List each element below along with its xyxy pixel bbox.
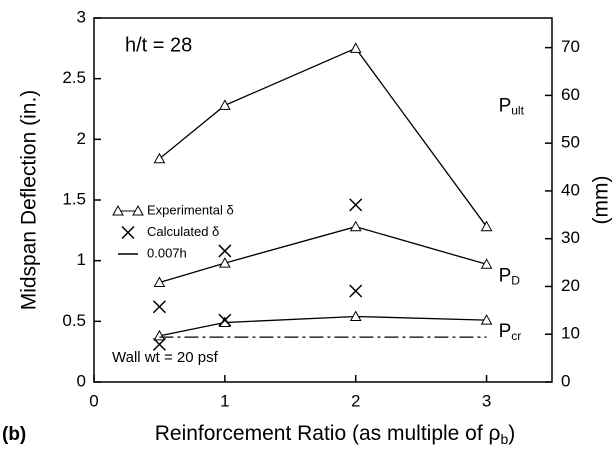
y-tick-label: 0.5 — [62, 311, 86, 330]
data-point — [480, 314, 493, 325]
legend-label: Experimental δ — [147, 202, 234, 217]
curve-label-sub: ult — [511, 104, 524, 118]
curve-label: PD — [499, 265, 521, 287]
data-point — [219, 99, 231, 110]
y2-tick-label: 30 — [561, 228, 580, 247]
data-point — [480, 258, 493, 269]
data-line — [159, 315, 487, 337]
legend-label: Calculated δ — [147, 224, 219, 239]
x-axis-label-end: ) — [508, 422, 515, 445]
x-tick-label: 3 — [482, 391, 491, 410]
data-point — [349, 310, 362, 321]
data-point — [152, 337, 166, 351]
legend-label: 0.007h — [147, 245, 187, 260]
y-tick-label: 1.5 — [62, 189, 86, 208]
data-point — [218, 244, 232, 258]
legend-marker — [121, 225, 135, 240]
y-tick-label: 2 — [77, 129, 86, 148]
note: Wall wt = 20 psf — [112, 349, 219, 366]
y-tick-label: 2.5 — [62, 68, 86, 87]
x-tick-label: 2 — [351, 391, 360, 410]
panel-label: (b) — [2, 424, 26, 445]
data-point — [153, 276, 166, 288]
curve-label: Pult — [499, 96, 525, 118]
y-tick-label: 0 — [77, 371, 86, 390]
curve-label: Pcr — [499, 321, 522, 343]
data-line — [159, 226, 487, 284]
x-tick-label: 0 — [89, 391, 98, 410]
data-point — [152, 300, 166, 314]
y2-tick-label: 60 — [561, 85, 580, 104]
y2-tick-label: 50 — [561, 133, 580, 152]
data-point — [153, 152, 166, 164]
y-axis-label: Midspan Deflection (in.) — [18, 90, 41, 311]
legend-marker — [132, 204, 144, 216]
y2-tick-label: 20 — [561, 276, 580, 295]
data-point — [349, 42, 362, 53]
chart-title: h/t = 28 — [125, 34, 192, 56]
curve-label-text: P — [499, 96, 512, 117]
curve-label-sub: D — [511, 273, 520, 287]
data-point — [349, 220, 362, 232]
curve-label-text: P — [499, 321, 512, 342]
curve-label-text: P — [499, 265, 512, 286]
x-tick-label: 1 — [220, 391, 229, 410]
y-tick-label: 3 — [77, 7, 86, 26]
data-point — [480, 220, 493, 232]
x-axis-label-text: Reinforcement Ratio (as multiple of ρ — [155, 422, 501, 445]
data-point — [349, 198, 363, 212]
data-point — [349, 284, 363, 298]
x-axis-label: Reinforcement Ratio (as multiple of ρb) — [155, 422, 516, 447]
y2-tick-label: 0 — [561, 371, 570, 390]
y2-tick-label: 40 — [561, 180, 580, 199]
data-point — [218, 313, 232, 327]
y-tick-label: 1 — [77, 250, 86, 269]
y2-tick-label: 10 — [561, 324, 580, 343]
plot-frame — [93, 17, 553, 383]
y2-tick-label: 70 — [561, 37, 580, 56]
y2-axis-label: (mm) — [590, 176, 613, 225]
x-axis-label-sub: b — [500, 431, 508, 447]
data-point — [219, 257, 231, 268]
data-line — [159, 47, 488, 228]
legend-marker — [112, 204, 124, 216]
curve-label-sub: cr — [511, 329, 521, 343]
